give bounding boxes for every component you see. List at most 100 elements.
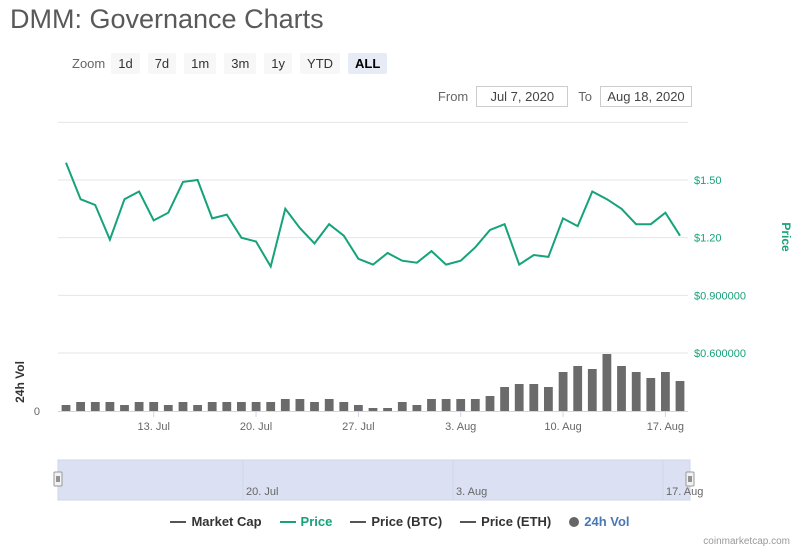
x-tick-label: 3. Aug: [445, 421, 476, 433]
volume-bar[interactable]: [76, 402, 85, 411]
volume-bar[interactable]: [207, 402, 217, 411]
volume-bar[interactable]: [675, 381, 685, 411]
handle-body: [685, 471, 695, 487]
volume-bar[interactable]: [544, 387, 553, 411]
legend-market-cap-label: Market Cap: [191, 514, 262, 529]
volume-axis-zero-label: 0: [34, 406, 40, 418]
zoom-1d-button[interactable]: 1d: [111, 53, 140, 74]
volume-bar[interactable]: [661, 372, 670, 411]
legend-market-cap[interactable]: Market Cap: [170, 514, 262, 529]
price-axis-title: Price: [779, 222, 793, 252]
volume-bar[interactable]: [631, 372, 641, 411]
volume-bar[interactable]: [558, 372, 568, 411]
x-tick-label: 13. Jul: [138, 421, 170, 433]
from-label: From: [437, 89, 469, 104]
legend-price-btc-label: Price (BTC): [371, 514, 443, 529]
zoom-1y-button[interactable]: 1y: [264, 53, 293, 74]
zoom-label: Zoom: [72, 56, 106, 71]
legend-24h-vol[interactable]: 24h Vol: [569, 514, 630, 529]
volume-bar[interactable]: [134, 402, 144, 411]
date-range: From Jul 7, 2020 To Aug 18, 2020: [438, 86, 692, 107]
volume-bar[interactable]: [470, 399, 480, 411]
to-label: To: [578, 89, 592, 104]
volume-bar[interactable]: [368, 408, 378, 411]
navigator-tick-label: 20. Jul: [246, 486, 278, 498]
volume-bar[interactable]: [120, 405, 129, 411]
volume-bar[interactable]: [90, 402, 100, 411]
volume-bar[interactable]: [514, 384, 524, 411]
legend-price-eth[interactable]: Price (ETH): [460, 514, 551, 529]
legend-price-label: Price: [300, 514, 333, 529]
volume-bar[interactable]: [163, 405, 173, 411]
volume-bar[interactable]: [412, 405, 422, 411]
x-tick-label: 20. Jul: [240, 421, 272, 433]
volume-bar[interactable]: [178, 402, 188, 411]
volume-bar[interactable]: [105, 402, 115, 411]
volume-bar[interactable]: [587, 369, 597, 411]
volume-bar[interactable]: [222, 402, 232, 411]
legend-price-eth-label: Price (ETH): [481, 514, 552, 529]
legend-price-btc-swatch: [350, 520, 367, 523]
volume-bar[interactable]: [427, 399, 436, 411]
volume-bar[interactable]: [397, 402, 407, 411]
legend-price-eth-swatch: [460, 520, 477, 523]
volume-bar[interactable]: [529, 384, 539, 411]
legend-24h-vol-label: 24h Vol: [584, 514, 630, 529]
volume-bar[interactable]: [295, 399, 305, 411]
price-tick-label: $1.50: [694, 175, 722, 187]
volume-bar[interactable]: [617, 366, 626, 411]
credits-link[interactable]: coinmarketcap.com: [703, 536, 790, 547]
volume-bar[interactable]: [383, 408, 392, 411]
zoom-1m-button[interactable]: 1m: [184, 53, 217, 74]
volume-bar[interactable]: [646, 378, 656, 411]
zoom-controls: Zoom 1d 7d 1m 3m 1y YTD ALL: [72, 53, 395, 74]
navigator-left-handle[interactable]: [53, 471, 63, 487]
x-axis: 13. Jul 20. Jul 27. Jul 3. Aug 10. Aug 17. Au…: [138, 411, 684, 433]
volume-bar[interactable]: [602, 354, 612, 411]
legend: Market Cap Price Price (BTC) Price (ETH)…: [0, 514, 800, 529]
legend-price[interactable]: Price: [279, 514, 333, 529]
price-tick-label: $1.20: [694, 233, 722, 245]
volume-bar[interactable]: [280, 399, 290, 411]
zoom-all-button[interactable]: ALL: [348, 53, 388, 74]
x-tick-label: 10. Aug: [544, 421, 581, 433]
volume-bar[interactable]: [324, 399, 334, 411]
volume-bar[interactable]: [193, 405, 202, 411]
volume-bar[interactable]: [266, 402, 276, 411]
navigator-right-handle[interactable]: [685, 471, 695, 487]
zoom-3m-button[interactable]: 3m: [224, 53, 257, 74]
volume-bar[interactable]: [61, 405, 71, 411]
volume-bar[interactable]: [456, 399, 466, 411]
volume-bar[interactable]: [237, 402, 246, 411]
x-tick-label: 17. Aug: [647, 421, 684, 433]
legend-24h-vol-swatch: [569, 516, 580, 527]
from-date-input[interactable]: Jul 7, 2020: [476, 86, 569, 107]
price-tick-label: $0.900000: [694, 290, 746, 302]
legend-price-btc[interactable]: Price (BTC): [350, 514, 442, 529]
volume-series: [58, 354, 688, 412]
price-axis: $0.600000 $0.900000 $1.20 $1.50: [694, 175, 746, 360]
price-series-line[interactable]: [65, 162, 681, 270]
volume-bar[interactable]: [251, 402, 261, 411]
volume-bar[interactable]: [500, 387, 509, 411]
volume-bar[interactable]: [149, 402, 159, 411]
volume-bar[interactable]: [485, 396, 495, 411]
zoom-7d-button[interactable]: 7d: [147, 53, 177, 74]
volume-axis-title: 24h Vol: [13, 361, 27, 403]
to-date-input[interactable]: Aug 18, 2020: [600, 86, 692, 107]
navigator-tick-label: 17. Aug: [666, 486, 703, 498]
volume-bar[interactable]: [354, 405, 363, 411]
zoom-ytd-button[interactable]: YTD: [300, 53, 341, 74]
navigator-selection[interactable]: [57, 459, 691, 501]
x-tick-label: 27. Jul: [342, 421, 374, 433]
price-tick-label: $0.600000: [694, 348, 746, 360]
volume-bar[interactable]: [573, 366, 583, 411]
volume-bar[interactable]: [441, 399, 451, 411]
page-title: DMM: Governance Charts: [10, 4, 324, 34]
handle-body: [53, 471, 63, 487]
grid-lines: [58, 121, 688, 354]
volume-bar[interactable]: [310, 402, 319, 411]
navigator[interactable]: 20. Jul 3. Aug 17. Aug: [53, 459, 703, 501]
volume-bar[interactable]: [339, 402, 349, 411]
